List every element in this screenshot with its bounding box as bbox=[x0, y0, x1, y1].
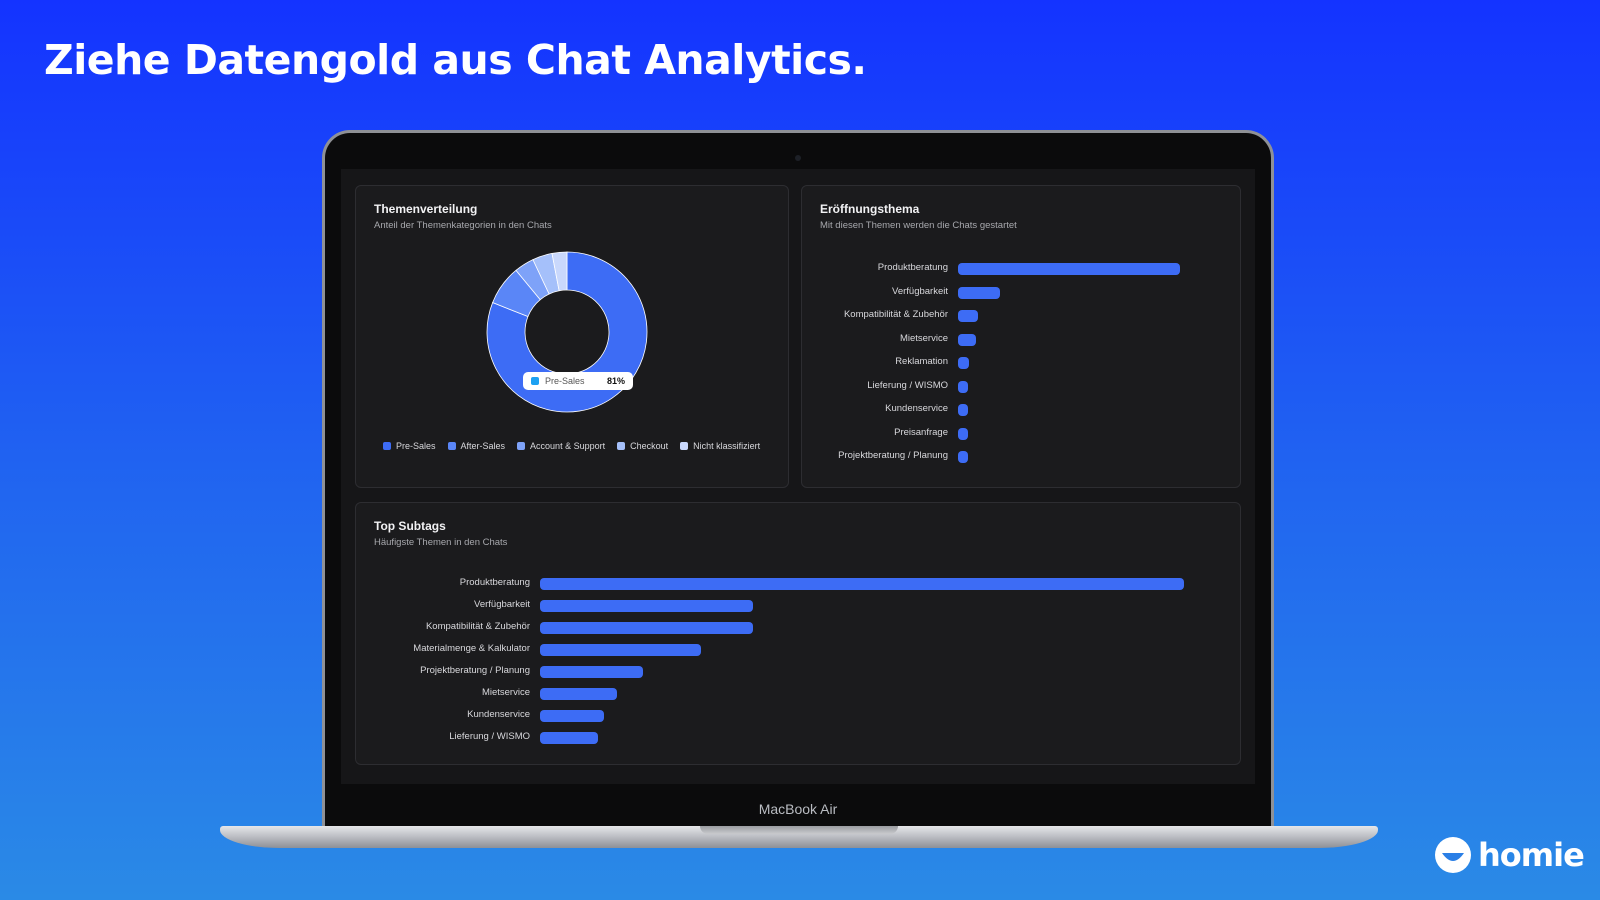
laptop-base bbox=[220, 826, 1378, 848]
bar-label: Produktberatung bbox=[877, 262, 948, 273]
bar-label: Mietservice bbox=[899, 332, 948, 344]
dashboard-screen: Themenverteilung Anteil der Themenkatego… bbox=[341, 169, 1255, 784]
legend-label: Checkout bbox=[630, 441, 669, 451]
bar-label: Materialmenge & Kalkulator bbox=[413, 643, 530, 654]
headline: Ziehe Datengold aus Chat Analytics. bbox=[44, 36, 867, 84]
bar-label: Produktberatung bbox=[459, 577, 530, 588]
legend-swatch bbox=[517, 442, 526, 450]
legend-item-nicht-klassifiziert[interactable]: Nicht klassifiziert bbox=[680, 441, 760, 451]
brand-name: homie bbox=[1478, 836, 1585, 874]
legend-label: Pre-Sales bbox=[396, 441, 436, 451]
bar-verf-gbarkeit[interactable] bbox=[540, 600, 753, 612]
bar-label: Kompatibilität & Zubehör bbox=[425, 621, 530, 632]
bar-kundenservice[interactable] bbox=[540, 710, 605, 722]
bar-label: Projektberatung / Planung bbox=[420, 665, 530, 676]
legend-item-account-support[interactable]: Account & Support bbox=[517, 441, 605, 451]
themenverteilung-title: Themenverteilung bbox=[374, 202, 478, 216]
bar-label: Mietservice bbox=[481, 687, 530, 698]
homie-logo-icon bbox=[1435, 837, 1471, 873]
bar-preisanfrage[interactable] bbox=[958, 427, 968, 440]
eroeffnungsthema-subtitle: Mit diesen Themen werden die Chats gesta… bbox=[820, 220, 1017, 231]
bar-produktberatung[interactable] bbox=[540, 578, 1184, 590]
bar-label: Verfügbarkeit bbox=[474, 599, 530, 610]
tooltip-swatch bbox=[531, 377, 539, 385]
donut-tooltip: Pre-Sales 81% bbox=[523, 372, 633, 390]
legend-label: After-Sales bbox=[460, 441, 506, 451]
legend-item-pre-sales[interactable]: Pre-Sales bbox=[383, 441, 436, 451]
eroeffnungsthema-panel: Eröffnungsthema Mit diesen Themen werden… bbox=[801, 185, 1241, 488]
bar-label: Lieferung / WISMO bbox=[867, 379, 948, 391]
bar-mietservice[interactable] bbox=[958, 333, 976, 346]
themenverteilung-subtitle: Anteil der Themenkategorien in den Chats bbox=[374, 220, 552, 231]
bar-projektberatung-planung[interactable] bbox=[958, 451, 968, 463]
tooltip-value: 81% bbox=[606, 376, 625, 386]
bar-label: Lieferung / WISMO bbox=[449, 731, 530, 742]
legend-item-checkout[interactable]: Checkout bbox=[617, 441, 668, 451]
hinge-notch bbox=[700, 826, 898, 834]
bar-label: Kundenservice bbox=[885, 403, 948, 414]
donut-chart[interactable] bbox=[477, 242, 657, 422]
eroeffnungsthema-title: Eröffnungsthema bbox=[820, 202, 920, 216]
legend-swatch bbox=[447, 442, 456, 450]
donut-legend: Pre-Sales After-Sales Account & Support … bbox=[383, 441, 760, 451]
bar-label: Preisanfrage bbox=[894, 426, 948, 438]
tooltip-label: Pre-Sales bbox=[545, 376, 585, 386]
device-model-label: MacBook Air bbox=[758, 801, 838, 817]
bar-reklamation[interactable] bbox=[958, 357, 970, 369]
bar-label: Projektberatung / Planung bbox=[838, 450, 948, 461]
legend-label: Nicht klassifiziert bbox=[693, 441, 761, 451]
bar-materialmenge-kalkulator[interactable] bbox=[540, 644, 701, 656]
legend-swatch bbox=[617, 442, 626, 450]
top-subtags-subtitle: Häufigste Themen in den Chats bbox=[374, 537, 508, 548]
legend-swatch bbox=[680, 442, 689, 450]
bar-projektberatung-planung[interactable] bbox=[540, 666, 644, 678]
bar-kundenservice[interactable] bbox=[958, 404, 968, 416]
bar-kompatibilit-t-zubeh-r[interactable] bbox=[540, 622, 753, 634]
brand-logo: homie bbox=[1434, 836, 1585, 874]
legend-item-after-sales[interactable]: After-Sales bbox=[447, 441, 506, 451]
bar-verf-gbarkeit[interactable] bbox=[958, 286, 1001, 299]
bar-kompatibilit-t-zubeh-r[interactable] bbox=[958, 310, 978, 322]
laptop-lid: Themenverteilung Anteil der Themenkatego… bbox=[322, 130, 1274, 830]
bar-label: Kompatibilität & Zubehör bbox=[843, 309, 948, 320]
bar-label: Reklamation bbox=[895, 356, 948, 367]
legend-label: Account & Support bbox=[530, 441, 606, 451]
bar-label: Kundenservice bbox=[467, 709, 530, 720]
legend-swatch bbox=[383, 442, 391, 450]
bar-lieferung-wismo[interactable] bbox=[540, 732, 598, 744]
top-subtags-title: Top Subtags bbox=[374, 519, 446, 533]
bar-label: Verfügbarkeit bbox=[892, 285, 948, 297]
bar-mietservice[interactable] bbox=[540, 688, 618, 700]
donut-slice-nicht-klassifiziert[interactable] bbox=[551, 251, 568, 292]
top-subtags-panel: Top Subtags Häufigste Themen in den Chat… bbox=[355, 502, 1241, 765]
camera-dot bbox=[795, 155, 801, 161]
bar-lieferung-wismo[interactable] bbox=[958, 380, 968, 393]
themenverteilung-panel: Themenverteilung Anteil der Themenkatego… bbox=[355, 185, 789, 488]
bar-produktberatung[interactable] bbox=[958, 263, 1180, 275]
donut-slice-pre-sales[interactable] bbox=[486, 251, 648, 413]
